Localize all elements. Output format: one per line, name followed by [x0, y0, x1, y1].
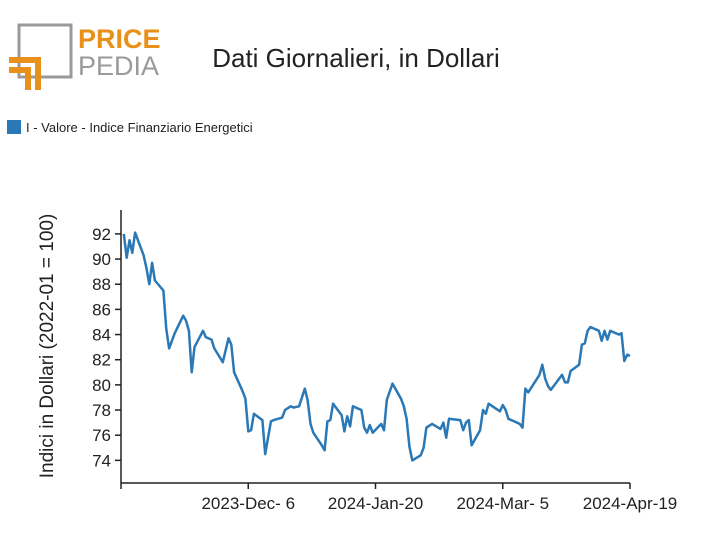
- logo-text: PEDIA: [78, 51, 159, 81]
- legend-swatch: [7, 120, 21, 134]
- y-tick-label: 92: [92, 225, 111, 244]
- y-tick-label: 86: [92, 300, 111, 319]
- y-axis-label: Indici in Dollari (2022-01 = 100): [37, 214, 58, 479]
- logo-mark: [9, 57, 41, 90]
- logo-text: PRICE: [78, 24, 161, 54]
- y-tick-label: 80: [92, 376, 111, 395]
- y-tick-label: 76: [92, 426, 111, 445]
- logo-frame: [17, 23, 73, 79]
- y-tick-label: 82: [92, 351, 111, 370]
- y-tick-label: 84: [92, 326, 111, 345]
- y-tick-label: 88: [92, 275, 111, 294]
- line-series: [122, 231, 631, 462]
- chart-title: Dati Giornalieri, in Dollari: [212, 43, 500, 73]
- y-tick-label: 78: [92, 401, 111, 420]
- y-tick-label: 74: [92, 451, 111, 470]
- logo: PRICE PEDIA: [9, 23, 161, 90]
- legend-label: I - Valore - Indice Finanziario Energeti…: [26, 120, 253, 135]
- x-tick-label: 2023-Dec- 6: [201, 494, 295, 513]
- x-tick-label: 2024-Mar- 5: [456, 494, 549, 513]
- y-tick-label: 90: [92, 250, 111, 269]
- x-tick-label: 2024-Jan-20: [328, 494, 423, 513]
- x-tick-label: 2024-Apr-19: [583, 494, 678, 513]
